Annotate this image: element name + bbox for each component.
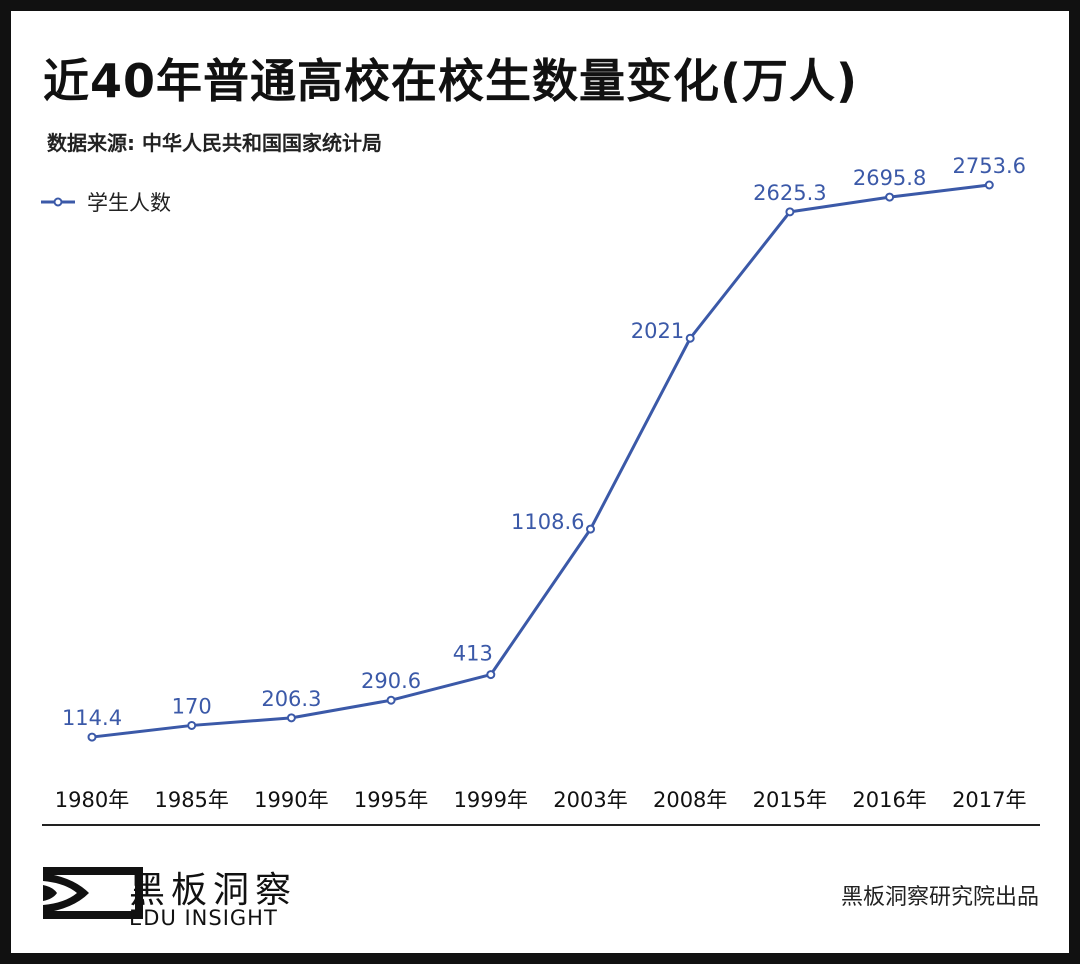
chart-title: 近40年普通高校在校生数量变化(万人) <box>43 54 859 108</box>
data-label: 2753.6 <box>953 154 1026 178</box>
series-line <box>91 183 990 739</box>
data-label: 206.3 <box>261 687 321 711</box>
data-label: 2695.8 <box>853 166 926 190</box>
data-point <box>586 524 595 534</box>
data-label: 2021 <box>631 319 684 343</box>
data-label: 413 <box>453 642 493 666</box>
x-tick-label: 2003年 <box>553 788 627 812</box>
data-label: 170 <box>172 694 212 718</box>
data-label: 114.4 <box>62 706 122 730</box>
brand-name-en: EDU INSIGHT <box>129 906 278 930</box>
line-chart: 114.4 1980年 170 1985年 206.3 1990年 290.6 1995年 41… <box>55 154 1027 812</box>
data-point <box>386 695 396 705</box>
edu-insight-logo-icon <box>43 867 143 919</box>
x-tick-label: 1995年 <box>354 788 428 812</box>
data-point <box>486 670 496 680</box>
x-tick-label: 1999年 <box>454 788 528 812</box>
x-tick-label: 2017年 <box>952 788 1026 812</box>
data-label: 1108.6 <box>511 510 584 534</box>
credit-text: 黑板洞察研究院出品 <box>840 885 1039 910</box>
legend-label: 学生人数 <box>87 191 171 215</box>
legend: 学生人数 <box>41 187 171 217</box>
x-tick-label: 1985年 <box>154 788 228 812</box>
data-label: 290.6 <box>361 669 421 693</box>
x-tick-label: 2008年 <box>653 788 727 812</box>
data-point <box>885 192 895 202</box>
data-point <box>785 207 795 217</box>
brand-name-cn: 黑板洞察 <box>129 870 298 911</box>
data-point <box>87 732 97 742</box>
data-point <box>685 333 695 343</box>
data-point <box>187 720 197 730</box>
legend-line-marker-icon <box>41 197 75 207</box>
data-label: 2625.3 <box>753 181 826 205</box>
data-source: 数据来源: 中华人民共和国国家统计局 <box>47 131 382 155</box>
data-point <box>286 713 296 723</box>
x-tick-label: 2015年 <box>753 788 827 812</box>
footer-divider <box>42 824 1040 826</box>
data-point <box>984 180 994 190</box>
x-tick-label: 1980年 <box>55 788 129 812</box>
x-tick-label: 1990年 <box>254 788 328 812</box>
x-tick-label: 2016年 <box>852 788 926 812</box>
chart-card: 近40年普通高校在校生数量变化(万人) 数据来源: 中华人民共和国国家统计局 学… <box>11 11 1069 953</box>
